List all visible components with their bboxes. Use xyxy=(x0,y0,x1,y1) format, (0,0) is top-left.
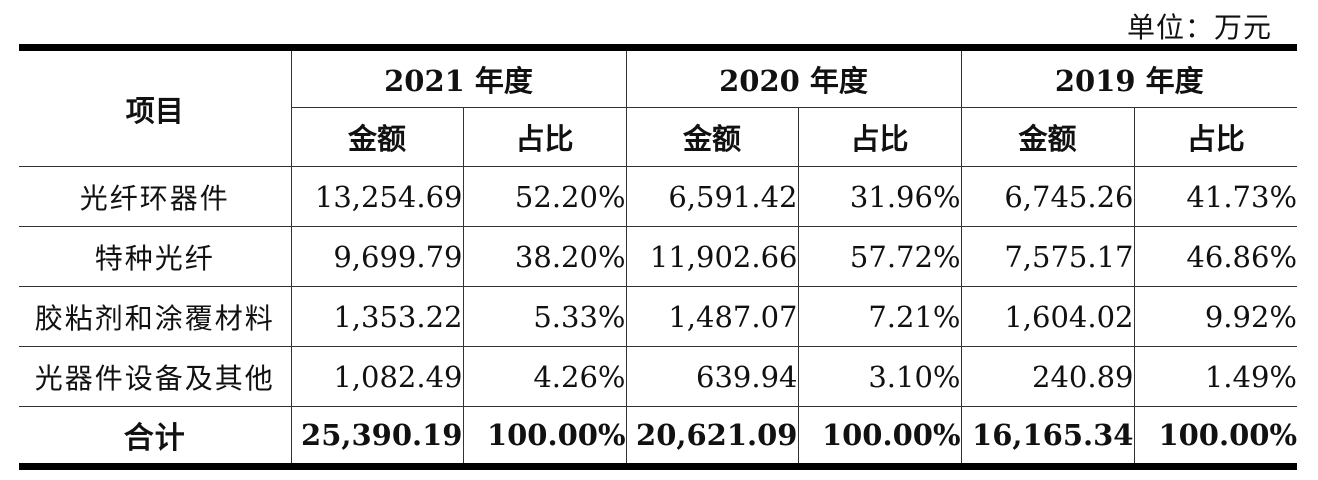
item-header: 项目 xyxy=(19,47,292,167)
total-amount-2019: 16,165.34 xyxy=(960,406,1135,467)
ratio-2021: 4.26% xyxy=(462,346,627,407)
header-row-years: 项目 2021 年度 2020 年度 2019 年度 xyxy=(19,47,1297,167)
amount-2019: 1,604.02 xyxy=(960,286,1135,347)
amount-2020: 6,591.42 xyxy=(625,166,799,227)
year-header-2020: 2020 年度 xyxy=(625,47,962,108)
row-name: 光器件设备及其他 xyxy=(19,346,292,407)
ratio-header-2020: 占比 xyxy=(797,107,962,167)
amount-header-2020: 金额 xyxy=(625,107,799,167)
table-header: 项目 2021 年度 2020 年度 2019 年度 金额 占比 金额 占比 金… xyxy=(19,47,1297,167)
table-row: 胶粘剂和涂覆材料 1,353.22 5.33% 1,487.07 7.21% 1… xyxy=(19,286,1297,347)
ratio-2019: 1.49% xyxy=(1133,346,1297,407)
amount-2021: 13,254.69 xyxy=(290,166,464,227)
year-header-2019: 2019 年度 xyxy=(960,47,1297,108)
ratio-2021: 38.20% xyxy=(462,226,627,287)
row-name: 特种光纤 xyxy=(19,226,292,287)
table-row: 光纤环器件 13,254.69 52.20% 6,591.42 31.96% 6… xyxy=(19,166,1297,227)
revenue-table: 项目 2021 年度 2020 年度 2019 年度 金额 占比 金额 占比 金… xyxy=(19,44,1297,470)
total-row: 合计 25,390.19 100.00% 20,621.09 100.00% 1… xyxy=(19,406,1297,467)
total-label: 合计 xyxy=(19,406,292,467)
table-row: 光器件设备及其他 1,082.49 4.26% 639.94 3.10% 240… xyxy=(19,346,1297,407)
amount-2020: 11,902.66 xyxy=(625,226,799,287)
ratio-2020: 3.10% xyxy=(797,346,962,407)
amount-2021: 1,353.22 xyxy=(290,286,464,347)
amount-2019: 6,745.26 xyxy=(960,166,1135,227)
row-name: 光纤环器件 xyxy=(19,166,292,227)
amount-2019: 240.89 xyxy=(960,346,1135,407)
total-ratio-2019: 100.00% xyxy=(1133,406,1297,467)
ratio-2019: 9.92% xyxy=(1133,286,1297,347)
unit-label: 单位：万元 xyxy=(1126,11,1272,44)
amount-2021: 9,699.79 xyxy=(290,226,464,287)
total-amount-2021: 25,390.19 xyxy=(290,406,464,467)
ratio-2020: 7.21% xyxy=(797,286,962,347)
amount-header-2021: 金额 xyxy=(291,107,464,167)
total-ratio-2021: 100.00% xyxy=(462,406,627,467)
total-ratio-2020: 100.00% xyxy=(797,406,962,467)
amount-2019: 7,575.17 xyxy=(960,226,1135,287)
total-amount-2020: 20,621.09 xyxy=(625,406,799,467)
ratio-2020: 31.96% xyxy=(797,166,962,227)
table-row: 特种光纤 9,699.79 38.20% 11,902.66 57.72% 7,… xyxy=(19,226,1297,287)
ratio-2021: 52.20% xyxy=(462,166,627,227)
ratio-header-2021: 占比 xyxy=(462,107,627,167)
amount-2020: 1,487.07 xyxy=(625,286,799,347)
header-row-metrics: 金额 占比 金额 占比 金额 占比 xyxy=(19,107,1297,167)
year-header-2021: 2021 年度 xyxy=(290,47,627,108)
ratio-2020: 57.72% xyxy=(797,226,962,287)
amount-2021: 1,082.49 xyxy=(290,346,464,407)
amount-header-2019: 金额 xyxy=(960,107,1135,167)
ratio-2021: 5.33% xyxy=(462,286,627,347)
ratio-header-2019: 占比 xyxy=(1133,107,1297,167)
row-name: 胶粘剂和涂覆材料 xyxy=(19,286,292,347)
ratio-2019: 46.86% xyxy=(1133,226,1297,287)
ratio-2019: 41.73% xyxy=(1133,166,1297,227)
amount-2020: 639.94 xyxy=(625,346,799,407)
table-body: 光纤环器件 13,254.69 52.20% 6,591.42 31.96% 6… xyxy=(19,166,1297,467)
